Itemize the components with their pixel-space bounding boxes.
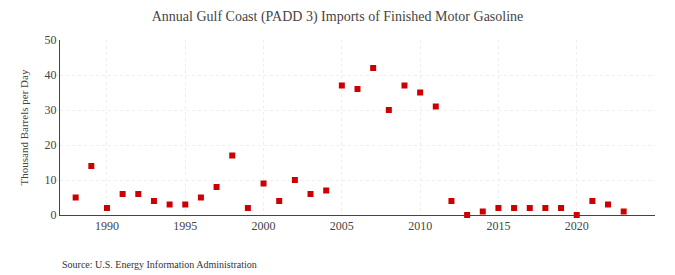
svg-text:2005: 2005: [330, 219, 354, 233]
svg-text:0: 0: [51, 208, 57, 222]
svg-text:1990: 1990: [95, 219, 119, 233]
svg-text:2000: 2000: [252, 219, 276, 233]
svg-text:10: 10: [45, 173, 57, 187]
svg-text:2020: 2020: [565, 219, 589, 233]
svg-text:Source: U.S. Energy Informatio: Source: U.S. Energy Information Administ…: [62, 259, 257, 270]
svg-text:2010: 2010: [408, 219, 432, 233]
svg-text:40: 40: [45, 68, 57, 82]
svg-text:30: 30: [45, 103, 57, 117]
svg-text:50: 50: [45, 33, 57, 47]
svg-text:1995: 1995: [173, 219, 197, 233]
svg-text:Annual Gulf Coast (PADD 3) Imp: Annual Gulf Coast (PADD 3) Imports of Fi…: [152, 9, 524, 25]
svg-text:20: 20: [45, 138, 57, 152]
svg-text:2015: 2015: [486, 219, 510, 233]
svg-text:Thousand Barrels per Day: Thousand Barrels per Day: [18, 69, 30, 185]
